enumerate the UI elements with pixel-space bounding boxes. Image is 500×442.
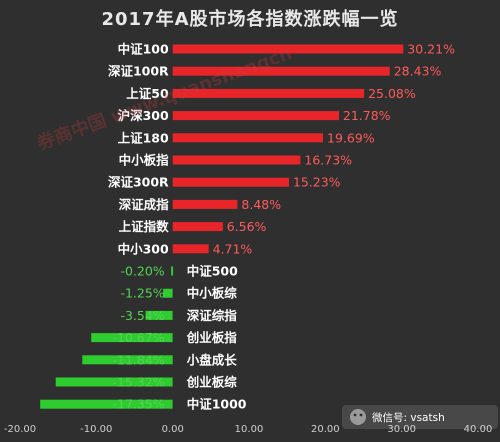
bar-group: 中证100 30.21% 深证100R 28.43% 上证50 25.08% 沪深300 21… bbox=[40, 42, 455, 412]
value-label: 19.69% bbox=[327, 130, 375, 145]
bar bbox=[172, 244, 209, 254]
bar bbox=[172, 155, 301, 165]
value-label: -17.35% bbox=[113, 397, 165, 412]
wechat-badge-text: 微信号: vsatsh bbox=[372, 411, 445, 424]
value-label: 21.78% bbox=[343, 108, 391, 123]
value-label: 6.56% bbox=[227, 219, 267, 234]
value-label: -11.84% bbox=[113, 352, 165, 367]
category-label: 上证180 bbox=[118, 130, 169, 145]
x-tick-label: 20.00 bbox=[311, 424, 340, 435]
x-tick-label: 30.00 bbox=[387, 424, 416, 435]
wechat-icon-eye-left bbox=[353, 413, 357, 417]
x-tick-label: 40.00 bbox=[464, 424, 493, 435]
category-label: 深证100R bbox=[108, 64, 169, 79]
x-tick-label: -10.00 bbox=[80, 424, 112, 435]
category-label: 深证成指 bbox=[119, 197, 170, 212]
category-label: 中证1000 bbox=[187, 397, 247, 412]
value-label: 16.73% bbox=[304, 153, 352, 168]
bar bbox=[172, 44, 404, 54]
category-label: 中小板综 bbox=[187, 286, 238, 301]
category-label: 深证300R bbox=[108, 175, 169, 190]
bar bbox=[55, 377, 173, 387]
bar bbox=[172, 133, 323, 143]
category-label: 上证50 bbox=[126, 86, 169, 101]
bar bbox=[172, 88, 365, 98]
bar bbox=[172, 222, 223, 232]
value-label: -1.25% bbox=[120, 286, 164, 301]
category-label: 创业板综 bbox=[186, 375, 238, 390]
category-label: 小盘成长 bbox=[186, 352, 238, 367]
wechat-icon bbox=[350, 409, 366, 425]
category-label: 沪深300 bbox=[118, 108, 169, 123]
bar bbox=[145, 310, 173, 320]
value-label: 4.71% bbox=[213, 241, 253, 256]
value-label: 25.08% bbox=[368, 86, 416, 101]
value-label: -3.54% bbox=[120, 308, 164, 323]
wechat-badge: 微信号: vsatsh bbox=[342, 405, 498, 429]
bar bbox=[172, 199, 238, 209]
bar bbox=[163, 288, 173, 298]
value-label: 8.48% bbox=[241, 197, 281, 212]
bar bbox=[40, 399, 173, 409]
bar bbox=[91, 333, 173, 343]
value-label: -15.32% bbox=[113, 375, 165, 390]
x-tick-label: 0.00 bbox=[162, 424, 184, 435]
value-label: 28.43% bbox=[394, 64, 442, 79]
bar bbox=[172, 66, 390, 76]
x-axis-ticks: -20.00 -10.00 0.00 10.00 20.00 30.00 40.00 bbox=[4, 424, 492, 435]
wechat-badge-bg bbox=[342, 405, 498, 429]
category-label: 深证综指 bbox=[187, 308, 238, 323]
category-label: 中证500 bbox=[187, 264, 238, 279]
bar bbox=[172, 111, 339, 121]
value-label: 30.21% bbox=[407, 42, 455, 57]
category-label: 中小板指 bbox=[119, 153, 170, 168]
chart-title: 2017年A股市场各指数涨跌幅一览 bbox=[101, 8, 398, 30]
value-label: -10.67% bbox=[113, 330, 165, 345]
value-label: 15.23% bbox=[293, 175, 341, 190]
bar bbox=[172, 177, 289, 187]
x-tick-label: 10.00 bbox=[235, 424, 264, 435]
x-tick-label: -20.00 bbox=[4, 424, 36, 435]
bar bbox=[82, 355, 173, 365]
bar bbox=[171, 266, 174, 276]
category-label: 创业板指 bbox=[186, 330, 238, 345]
category-label: 中小300 bbox=[118, 241, 169, 256]
category-label: 上证指数 bbox=[119, 219, 170, 234]
value-label: -0.20% bbox=[120, 264, 164, 279]
wechat-icon-eye-right bbox=[359, 413, 363, 417]
category-label: 中证100 bbox=[118, 42, 169, 57]
